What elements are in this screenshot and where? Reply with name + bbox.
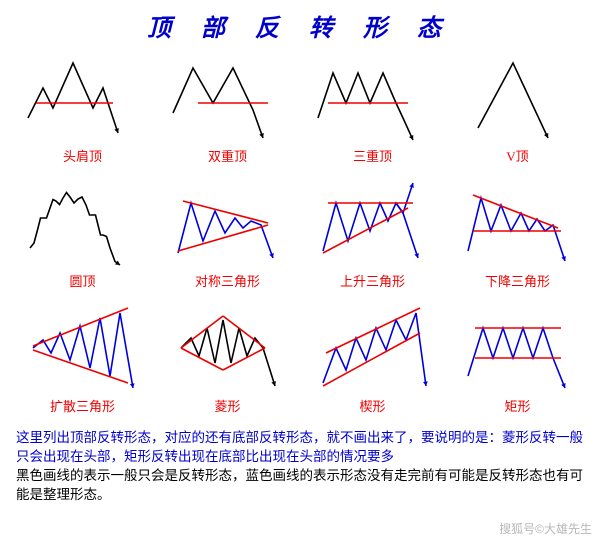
description-line: 黑色画线的表示一般只会是反转形态，蓝色画线的表示形态没有走完前有可能是反转形态也… xyxy=(16,467,584,505)
pattern-label: 下降三角形 xyxy=(485,271,550,290)
watermark: 搜狐号©大雄先生 xyxy=(499,520,592,537)
pattern-svg xyxy=(308,48,438,148)
pattern-cell: 扩散三角形 xyxy=(10,298,155,423)
description-block: 这里列出顶部反转形态，对应的还有底部反转形态，就不画出来了，要说明的是：菱形反转… xyxy=(0,423,600,511)
pattern-cell: 头肩顶 xyxy=(10,48,155,173)
pattern-cell: 楔形 xyxy=(300,298,445,423)
pattern-svg xyxy=(308,298,438,398)
pattern-label: 上升三角形 xyxy=(340,271,405,290)
pattern-svg xyxy=(163,298,293,398)
page-title: 顶 部 反 转 形 态 xyxy=(0,8,600,43)
description-line: 这里列出顶部反转形态，对应的还有底部反转形态，就不画出来了，要说明的是：菱形反转… xyxy=(16,429,584,467)
pattern-svg xyxy=(18,173,148,273)
pattern-label: 楔形 xyxy=(359,396,385,415)
pattern-label: V顶 xyxy=(506,146,528,165)
pattern-svg xyxy=(453,173,583,273)
pattern-svg xyxy=(163,48,293,148)
pattern-label: 扩散三角形 xyxy=(50,396,115,415)
pattern-label: 三重顶 xyxy=(353,146,392,165)
pattern-cell: 双重顶 xyxy=(155,48,300,173)
pattern-label: 菱形 xyxy=(214,396,240,415)
pattern-svg xyxy=(18,48,148,148)
pattern-label: 圆顶 xyxy=(69,271,95,290)
pattern-cell: 圆顶 xyxy=(10,173,155,298)
pattern-cell: 下降三角形 xyxy=(445,173,590,298)
pattern-cell: V顶 xyxy=(445,48,590,173)
pattern-svg xyxy=(18,298,148,398)
pattern-cell: 上升三角形 xyxy=(300,173,445,298)
pattern-cell: 对称三角形 xyxy=(155,173,300,298)
pattern-label: 头肩顶 xyxy=(63,146,102,165)
pattern-grid: 头肩顶 双重顶 三重顶 V顶 圆顶 对称三角形 上升三角形 下降三角形 扩散三角… xyxy=(0,48,600,423)
pattern-label: 矩形 xyxy=(504,396,530,415)
pattern-cell: 矩形 xyxy=(445,298,590,423)
pattern-label: 对称三角形 xyxy=(195,271,260,290)
pattern-cell: 菱形 xyxy=(155,298,300,423)
pattern-svg xyxy=(453,48,583,148)
pattern-svg xyxy=(453,298,583,398)
pattern-svg xyxy=(308,173,438,273)
pattern-svg xyxy=(163,173,293,273)
pattern-cell: 三重顶 xyxy=(300,48,445,173)
pattern-label: 双重顶 xyxy=(208,146,247,165)
